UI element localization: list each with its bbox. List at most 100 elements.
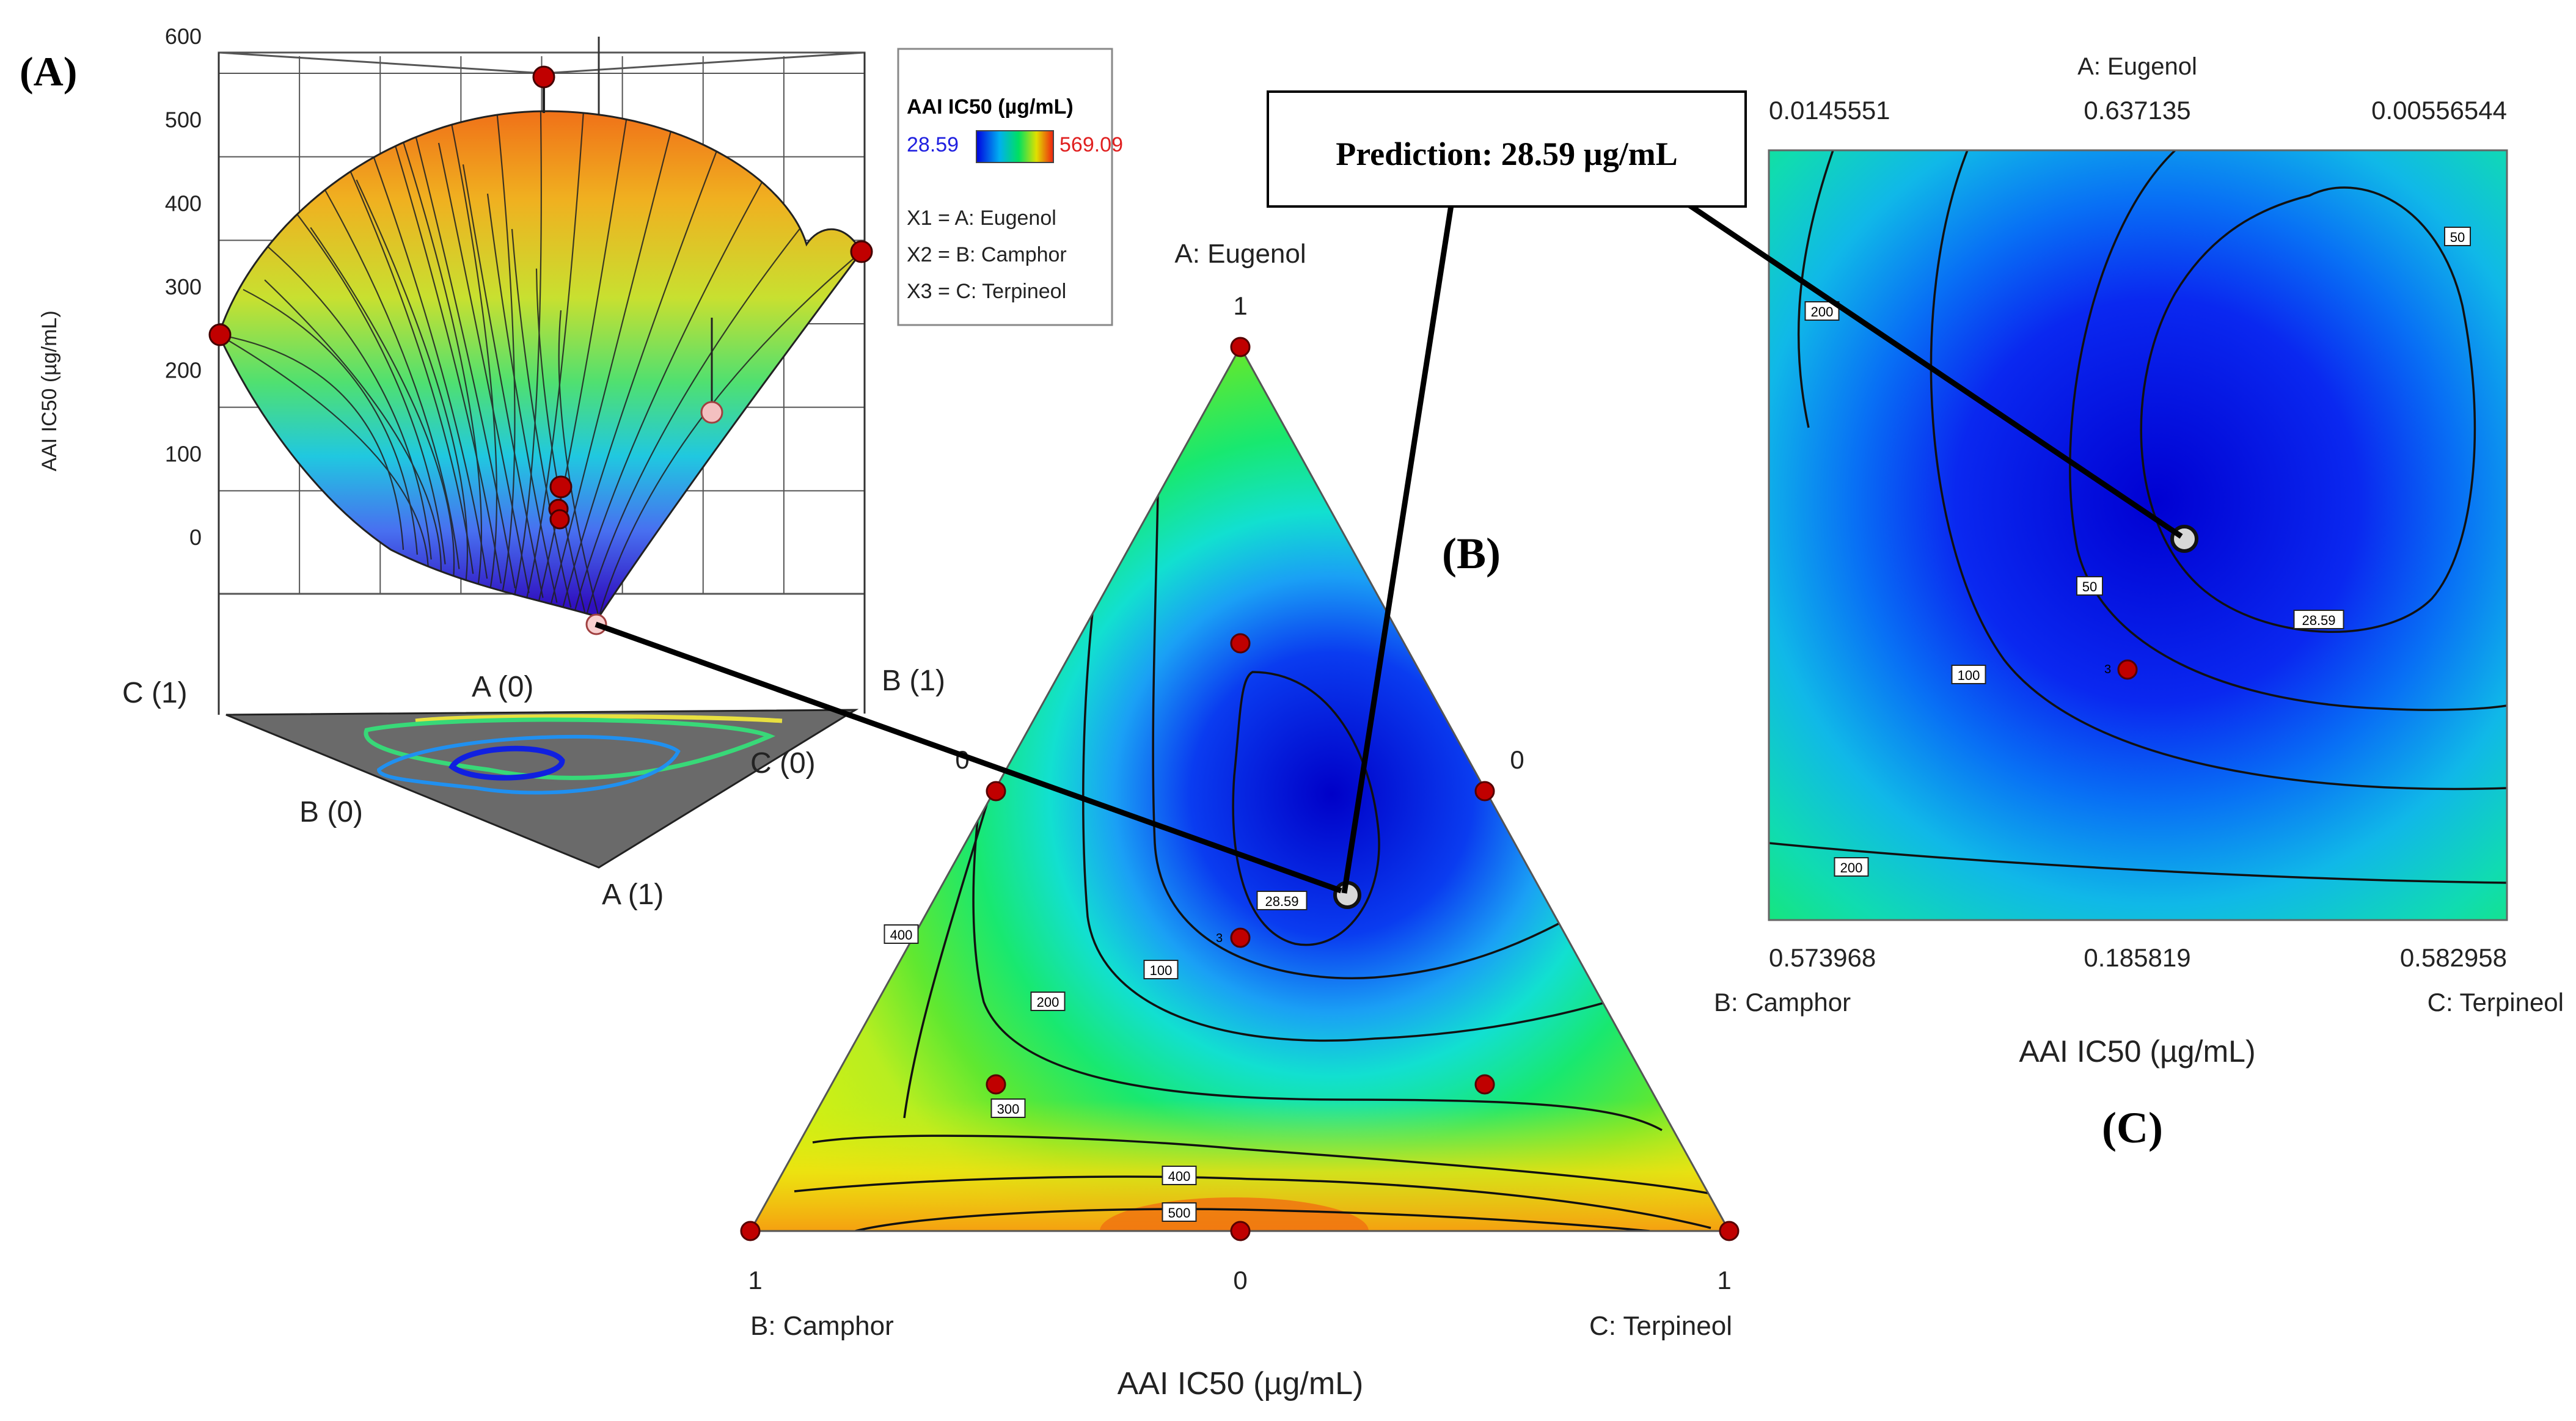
mesh-line bbox=[243, 288, 418, 555]
mesh-line bbox=[573, 167, 770, 613]
mesh-line bbox=[219, 334, 404, 550]
zoom-contour-lines bbox=[1769, 150, 2507, 884]
contour-label-box bbox=[1834, 857, 1869, 877]
mesh-line bbox=[401, 139, 482, 596]
mesh-line bbox=[291, 207, 446, 564]
zoom-x-axis-label: AAI IC50 (µg/mL) bbox=[2019, 1034, 2255, 1068]
callout-lines bbox=[595, 203, 2183, 894]
replicate-label: 3 bbox=[1216, 932, 1223, 945]
contour-label-box bbox=[1951, 665, 1986, 684]
mesh-line bbox=[524, 111, 587, 604]
zoom-contour-plot: 28.59 50 50 100 200 200 3 A: Eugenol 0.014555… bbox=[1714, 53, 2564, 1068]
base-contours bbox=[364, 714, 783, 795]
contour-label-box bbox=[2444, 227, 2471, 246]
contour-label-box bbox=[1256, 891, 1308, 910]
zoom-bottom-tick-mid: 0.185819 bbox=[2084, 943, 2190, 972]
mesh-line bbox=[511, 228, 572, 608]
mesh-line bbox=[462, 164, 544, 598]
response-surface bbox=[218, 110, 863, 618]
ternary-design-points bbox=[740, 337, 1740, 1241]
legend-x1: X1 = A: Eugenol bbox=[907, 206, 1056, 230]
zoom-replicate-label: 3 bbox=[2104, 663, 2111, 676]
mesh-line bbox=[437, 142, 530, 593]
vertex-label-b: B: Camphor bbox=[750, 1311, 894, 1341]
mesh-line bbox=[549, 111, 679, 608]
design-point bbox=[208, 323, 232, 346]
zoom-top-tick-left: 0.0145551 bbox=[1769, 96, 1890, 125]
mesh-line bbox=[310, 227, 455, 591]
mesh-line bbox=[535, 268, 586, 613]
zoom-bottom-tick-right: 0.582958 bbox=[2400, 943, 2507, 972]
zoom-color-field bbox=[1769, 150, 2507, 920]
mesh-line bbox=[264, 279, 442, 589]
ternary-contour-labels: 28.59 100 200 300 400 400 500 bbox=[884, 891, 1308, 1222]
contour-label: 50 bbox=[2082, 579, 2097, 594]
legend: AAI IC50 (µg/mL) 28.59 569.09 X1 = A: Eu… bbox=[897, 48, 1123, 326]
contour-label: 500 bbox=[1168, 1205, 1191, 1221]
zoom-contour-labels: 28.59 50 50 100 200 200 bbox=[1804, 227, 2471, 877]
zoom-top-tick-mid: 0.637135 bbox=[2084, 96, 2190, 125]
contour-label: 400 bbox=[1168, 1169, 1191, 1184]
design-point bbox=[1230, 337, 1251, 357]
vertex-label-a: A: Eugenol bbox=[1174, 239, 1306, 269]
contour-label-box bbox=[1030, 992, 1066, 1011]
panel-label-a: (A) bbox=[20, 48, 77, 95]
contour-label-box bbox=[990, 1098, 1026, 1118]
contour-label-box bbox=[1162, 1202, 1197, 1222]
design-point bbox=[549, 475, 573, 499]
tick-bottom-mid: 0 bbox=[1233, 1266, 1247, 1295]
design-point bbox=[1230, 927, 1251, 948]
contour-label-box bbox=[2293, 610, 2344, 629]
z-tick-label: 0 bbox=[189, 525, 202, 550]
tick-bottom-right: 1 bbox=[1717, 1266, 1731, 1295]
vertex-label-c: C: Terpineol bbox=[1589, 1311, 1732, 1341]
prediction-box bbox=[1267, 90, 1747, 208]
mesh-line bbox=[536, 111, 633, 607]
design-point bbox=[1474, 781, 1495, 802]
panel-label-b: (B) bbox=[1442, 529, 1501, 578]
prediction-label: Prediction: 28.59 µg/mL bbox=[1336, 136, 1678, 172]
zoom-top-tick-right: 0.00556544 bbox=[2371, 96, 2507, 125]
panel-label-c: (C) bbox=[2102, 1103, 2163, 1152]
z-tick-label: 200 bbox=[165, 358, 202, 383]
legend-max: 569.09 bbox=[1059, 133, 1123, 156]
corner-label-a1: A (1) bbox=[602, 879, 664, 911]
mesh-line bbox=[364, 133, 488, 579]
contour-label: 300 bbox=[997, 1101, 1020, 1117]
tick-bottom-left: 1 bbox=[748, 1266, 762, 1295]
mesh-line bbox=[340, 149, 474, 574]
design-point bbox=[1230, 633, 1251, 654]
z-tick-label: 300 bbox=[165, 274, 202, 299]
mesh-line bbox=[561, 132, 725, 611]
design-point bbox=[1474, 1074, 1495, 1095]
tick-a-top: 1 bbox=[1233, 291, 1247, 320]
contour-label: 50 bbox=[2450, 230, 2465, 245]
mesh-line bbox=[512, 111, 542, 602]
z-tick-label: 100 bbox=[165, 441, 202, 466]
legend-colorbar bbox=[976, 130, 1054, 163]
mesh-line bbox=[598, 251, 862, 617]
zoom-top-label: A: Eugenol bbox=[2077, 53, 2197, 80]
mesh-line bbox=[267, 246, 432, 560]
corner-label-c0: C (0) bbox=[750, 747, 816, 780]
design-point bbox=[986, 781, 1006, 802]
contour-label: 200 bbox=[1811, 304, 1834, 320]
contour-label: 200 bbox=[1037, 995, 1059, 1010]
z-tick-label: 400 bbox=[165, 191, 202, 216]
z-tick-labels: 0 100 200 300 400 500 600 bbox=[165, 24, 202, 550]
design-point bbox=[740, 1221, 761, 1241]
design-point bbox=[1719, 1221, 1740, 1241]
legend-min: 28.59 bbox=[907, 133, 959, 156]
mesh-line bbox=[486, 193, 558, 603]
corner-label-a0: A (0) bbox=[472, 671, 533, 703]
zoom-corner-label-b: B: Camphor bbox=[1714, 988, 1851, 1017]
design-point bbox=[1230, 1221, 1251, 1241]
mesh-line bbox=[413, 130, 516, 589]
contour-label: 28.59 bbox=[2302, 613, 2335, 628]
contour-label-box bbox=[884, 924, 919, 944]
z-axis-label: AAI IC50 (µg/mL) bbox=[38, 310, 61, 471]
surface-plot: 0 100 200 300 400 500 600 AAI IC50 (µg/mL) C (… bbox=[38, 24, 1123, 911]
legend-box bbox=[897, 48, 1113, 326]
ternary-contour-plot: 28.59 100 200 300 400 400 500 3 A: Eugenol 1 0… bbox=[740, 239, 1740, 1401]
